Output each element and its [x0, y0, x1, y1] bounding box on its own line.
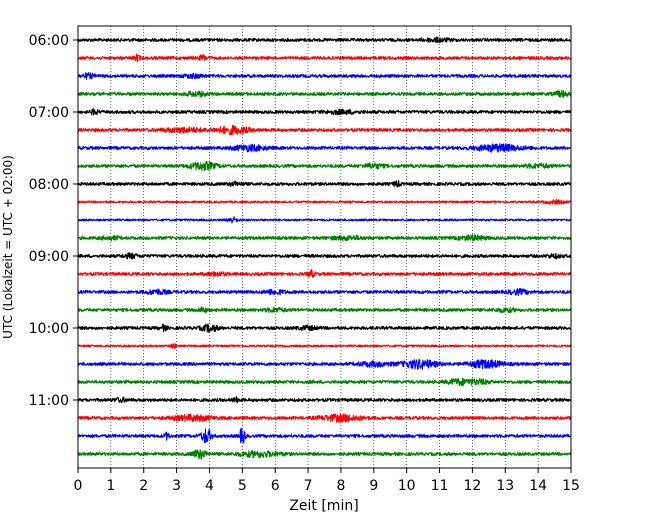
y-tick-label: 06:00	[29, 33, 69, 49]
x-tick-label: 0	[74, 478, 83, 494]
y-axis-ticks: 06:00 07:00 08:00 09:00 10:00 11:00	[29, 33, 78, 409]
y-tick-label: 08:00	[29, 177, 69, 193]
trace-0645	[77, 89, 572, 99]
x-tick-label: 4	[205, 478, 214, 494]
x-tick-label: 8	[336, 478, 345, 494]
x-tick-label: 9	[369, 478, 378, 494]
x-tick-label: 5	[238, 478, 247, 494]
x-tick-label: 7	[304, 478, 313, 494]
plot-frame	[77, 25, 572, 469]
trace-1115	[77, 413, 572, 423]
trace-0730	[77, 143, 572, 153]
trace-0700	[77, 107, 572, 116]
y-axis-label: UTC (Lokalzeit = UTC + 02:00)	[1, 155, 15, 339]
trace-0815	[77, 199, 572, 205]
trace-1015	[77, 343, 572, 350]
trace-0915	[77, 269, 572, 278]
trace-0845	[77, 234, 572, 242]
y-tick-label: 07:00	[29, 105, 69, 121]
trace-1045	[77, 377, 572, 387]
x-tick-label: 11	[431, 478, 449, 494]
x-tick-label: 10	[398, 478, 416, 494]
x-tick-label: 6	[271, 478, 280, 494]
trace-0745	[77, 160, 572, 172]
x-tick-label: 12	[463, 478, 481, 494]
x-axis-ticks: 0 1 2 3 4 5 6 7 8 9 10 11 12 13 14 15	[74, 468, 580, 494]
trace-0615	[77, 53, 572, 63]
x-tick-label: 15	[562, 478, 580, 494]
x-tick-label: 3	[172, 478, 181, 494]
y-tick-label: 10:00	[29, 321, 69, 337]
y-tick-label: 09:00	[29, 249, 69, 265]
trace-0900	[77, 252, 572, 260]
x-tick-label: 14	[529, 478, 547, 494]
trace-0930	[77, 288, 572, 296]
x-tick-label: 13	[496, 478, 514, 494]
trace-1130	[77, 427, 572, 444]
x-tick-label: 2	[139, 478, 148, 494]
x-tick-label: 1	[106, 478, 115, 494]
trace-1100	[77, 396, 572, 404]
trace-0830	[77, 216, 572, 224]
trace-0945	[77, 306, 572, 314]
trace-0800	[77, 180, 572, 188]
trace-0600	[77, 36, 572, 44]
trace-1030	[77, 359, 572, 370]
y-tick-label: 11:00	[29, 393, 69, 409]
trace-1000	[77, 323, 572, 333]
trace-0715	[77, 124, 572, 136]
trace-0630	[77, 72, 572, 80]
trace-1145	[77, 449, 572, 460]
x-axis-label: Zeit [min]	[289, 498, 358, 514]
seismogram-traces	[77, 36, 572, 460]
